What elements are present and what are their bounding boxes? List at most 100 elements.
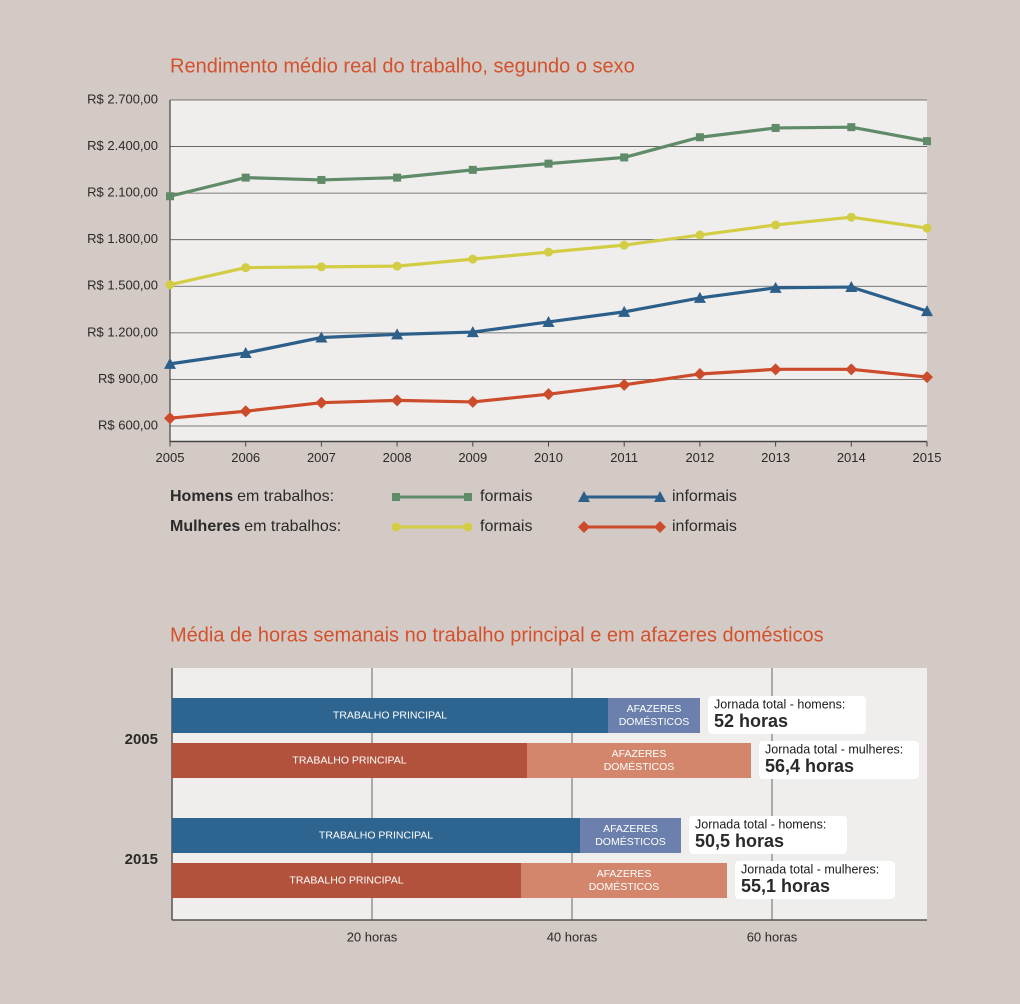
- plot-area: [170, 100, 927, 442]
- category-label: 2005: [125, 731, 158, 748]
- legend-group-name: Mulheres: [170, 518, 240, 535]
- marker: [847, 123, 856, 132]
- marker: [166, 192, 174, 201]
- marker: [544, 159, 553, 168]
- marker: [239, 405, 252, 418]
- x-tick-label: 2014: [837, 450, 866, 465]
- segment-label: AFAZERES: [603, 823, 658, 835]
- marker: [239, 347, 252, 359]
- marker: [845, 281, 858, 293]
- bar-segment: [608, 698, 700, 733]
- y-tick-label: R$ 600,00: [98, 417, 158, 432]
- marker: [392, 261, 402, 271]
- marker: [769, 363, 782, 376]
- marker: [618, 378, 631, 391]
- marker: [315, 331, 328, 343]
- segment-label: DOMÉSTICOS: [604, 760, 675, 773]
- total-box: [689, 816, 847, 854]
- legend-label: informais: [672, 488, 737, 505]
- marker: [542, 388, 555, 401]
- marker: [468, 165, 477, 174]
- x-tick-label: 2009: [458, 450, 487, 465]
- marker: [466, 395, 479, 408]
- chart-title: Rendimento médio real do trabalho, segun…: [170, 55, 635, 77]
- marker: [544, 247, 553, 257]
- marker: [921, 371, 933, 384]
- marker: [769, 281, 782, 293]
- marker: [317, 175, 326, 184]
- y-tick-label: R$ 2.700,00: [87, 91, 158, 106]
- marker: [922, 223, 932, 233]
- marker: [923, 137, 931, 146]
- total-label: 52 horas: [714, 711, 788, 731]
- legend-group-suffix: em trabalhos:: [244, 518, 341, 535]
- chart-title: Média de horas semanais no trabalho prin…: [170, 624, 824, 646]
- x-tick-label: 20 horas: [347, 929, 398, 944]
- segment-label: DOMÉSTICOS: [589, 880, 660, 893]
- marker: [315, 396, 328, 409]
- marker: [164, 357, 176, 369]
- x-tick-label: 40 horas: [547, 929, 598, 944]
- total-box: [759, 741, 919, 779]
- marker: [845, 363, 858, 376]
- marker: [393, 173, 402, 182]
- legend-group-suffix: em trabalhos:: [237, 488, 334, 505]
- marker: [654, 491, 666, 502]
- marker: [771, 123, 780, 132]
- segment-label: AFAZERES: [612, 748, 667, 760]
- segment-label: AFAZERES: [627, 703, 682, 715]
- total-box: [708, 696, 866, 734]
- x-tick-label: 2006: [231, 450, 260, 465]
- marker: [654, 521, 666, 533]
- marker: [620, 153, 629, 162]
- y-tick-label: R$ 1.800,00: [87, 231, 158, 246]
- marker: [921, 305, 933, 317]
- marker: [578, 491, 590, 502]
- marker: [391, 394, 404, 407]
- legend-label: formais: [480, 518, 532, 535]
- bar-segment: [172, 743, 527, 778]
- marker: [771, 220, 781, 230]
- marker: [542, 315, 555, 327]
- x-tick-label: 2008: [383, 450, 412, 465]
- marker: [241, 263, 251, 273]
- marker: [468, 254, 478, 264]
- bar-segment: [527, 743, 751, 778]
- segment-label: AFAZERES: [597, 868, 652, 880]
- marker: [693, 291, 706, 303]
- segment-label: TRABALHO PRINCIPAL: [292, 754, 406, 766]
- marker: [693, 367, 706, 380]
- legend-group-name: Homens: [170, 488, 233, 505]
- x-tick-label: 2011: [610, 450, 638, 465]
- x-tick-label: 2010: [534, 450, 563, 465]
- marker: [316, 262, 326, 272]
- bar-segment: [172, 818, 580, 853]
- marker: [695, 230, 705, 240]
- y-tick-label: R$ 900,00: [98, 371, 158, 386]
- bar-segment: [521, 863, 727, 898]
- x-tick-label: 2005: [156, 450, 185, 465]
- bar-segment: [580, 818, 681, 853]
- y-tick-label: R$ 1.200,00: [87, 324, 158, 339]
- bar-segment: [172, 863, 521, 898]
- marker: [578, 521, 590, 533]
- bar-segment: [172, 698, 608, 733]
- segment-label: TRABALHO PRINCIPAL: [289, 874, 403, 886]
- y-tick-label: R$ 2.400,00: [87, 138, 158, 153]
- legend-label: informais: [672, 518, 737, 535]
- total-label: 55,1 horas: [741, 876, 830, 896]
- segment-label: DOMÉSTICOS: [595, 835, 666, 848]
- marker: [241, 173, 250, 182]
- y-tick-label: R$ 1.500,00: [87, 278, 158, 293]
- total-caption: Jornada total - homens:: [695, 817, 826, 831]
- x-tick-label: 2012: [685, 450, 714, 465]
- marker: [619, 240, 629, 250]
- total-label: 50,5 horas: [695, 831, 784, 851]
- marker: [392, 493, 400, 501]
- marker: [391, 522, 401, 532]
- marker: [463, 522, 473, 532]
- total-caption: Jornada total - mulheres:: [741, 862, 879, 876]
- segment-label: DOMÉSTICOS: [619, 715, 690, 728]
